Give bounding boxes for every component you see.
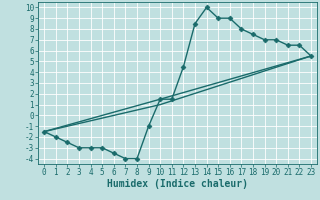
X-axis label: Humidex (Indice chaleur): Humidex (Indice chaleur) [107,179,248,189]
